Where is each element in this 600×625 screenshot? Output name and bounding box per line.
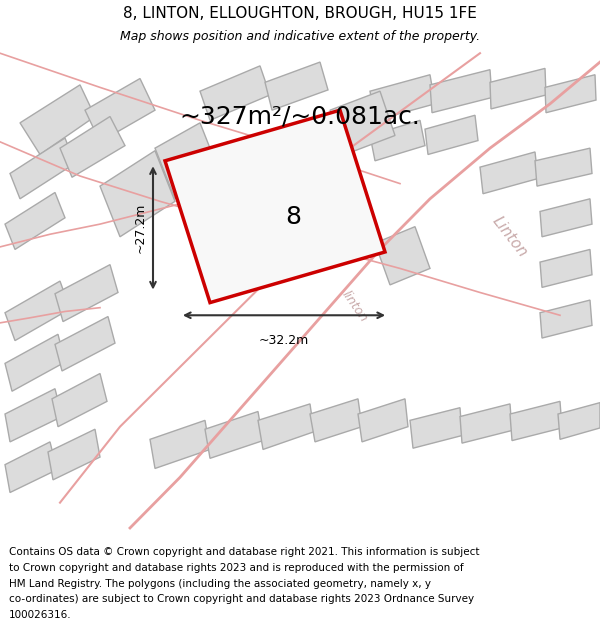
Text: Map shows position and indicative extent of the property.: Map shows position and indicative extent… <box>120 30 480 43</box>
Polygon shape <box>20 85 95 154</box>
Polygon shape <box>370 120 425 161</box>
Polygon shape <box>490 68 546 109</box>
Polygon shape <box>5 334 65 391</box>
Polygon shape <box>558 402 600 439</box>
Polygon shape <box>10 138 75 199</box>
Text: to Crown copyright and database rights 2023 and is reproduced with the permissio: to Crown copyright and database rights 2… <box>9 563 464 573</box>
Polygon shape <box>310 399 362 442</box>
Polygon shape <box>540 199 592 237</box>
Text: 8, LINTON, ELLOUGHTON, BROUGH, HU15 1FE: 8, LINTON, ELLOUGHTON, BROUGH, HU15 1FE <box>123 6 477 21</box>
Polygon shape <box>55 316 115 371</box>
Polygon shape <box>100 151 175 237</box>
Polygon shape <box>48 429 100 480</box>
Polygon shape <box>60 116 125 178</box>
Polygon shape <box>265 62 328 110</box>
Polygon shape <box>375 227 430 285</box>
Polygon shape <box>205 411 263 458</box>
Polygon shape <box>460 404 512 443</box>
Text: 8: 8 <box>285 204 301 229</box>
Polygon shape <box>258 404 314 449</box>
Polygon shape <box>430 69 492 112</box>
Polygon shape <box>5 281 70 341</box>
Polygon shape <box>5 192 65 249</box>
Polygon shape <box>155 123 220 199</box>
Polygon shape <box>410 408 462 448</box>
Polygon shape <box>150 421 210 469</box>
Text: ~32.2m: ~32.2m <box>259 334 309 348</box>
Polygon shape <box>545 75 596 112</box>
Text: co-ordinates) are subject to Crown copyright and database rights 2023 Ordnance S: co-ordinates) are subject to Crown copyr… <box>9 594 474 604</box>
Polygon shape <box>5 442 57 493</box>
Polygon shape <box>165 110 385 302</box>
Polygon shape <box>200 66 270 120</box>
Polygon shape <box>55 264 118 322</box>
Polygon shape <box>370 75 435 120</box>
Polygon shape <box>358 399 408 442</box>
Text: Linton: Linton <box>490 214 530 260</box>
Polygon shape <box>540 300 592 338</box>
Text: ~27.2m: ~27.2m <box>134 202 147 253</box>
Text: Contains OS data © Crown copyright and database right 2021. This information is : Contains OS data © Crown copyright and d… <box>9 548 479 558</box>
Text: 100026316.: 100026316. <box>9 610 71 620</box>
Polygon shape <box>535 148 592 186</box>
Text: ~327m²/~0.081ac.: ~327m²/~0.081ac. <box>179 104 421 129</box>
Polygon shape <box>540 249 592 288</box>
Text: linton: linton <box>340 288 370 324</box>
Polygon shape <box>5 389 62 442</box>
Polygon shape <box>85 79 155 142</box>
Text: HM Land Registry. The polygons (including the associated geometry, namely x, y: HM Land Registry. The polygons (includin… <box>9 579 431 589</box>
Polygon shape <box>425 115 478 154</box>
Polygon shape <box>510 401 562 441</box>
Polygon shape <box>480 152 538 194</box>
Polygon shape <box>52 374 107 427</box>
Polygon shape <box>330 91 395 154</box>
